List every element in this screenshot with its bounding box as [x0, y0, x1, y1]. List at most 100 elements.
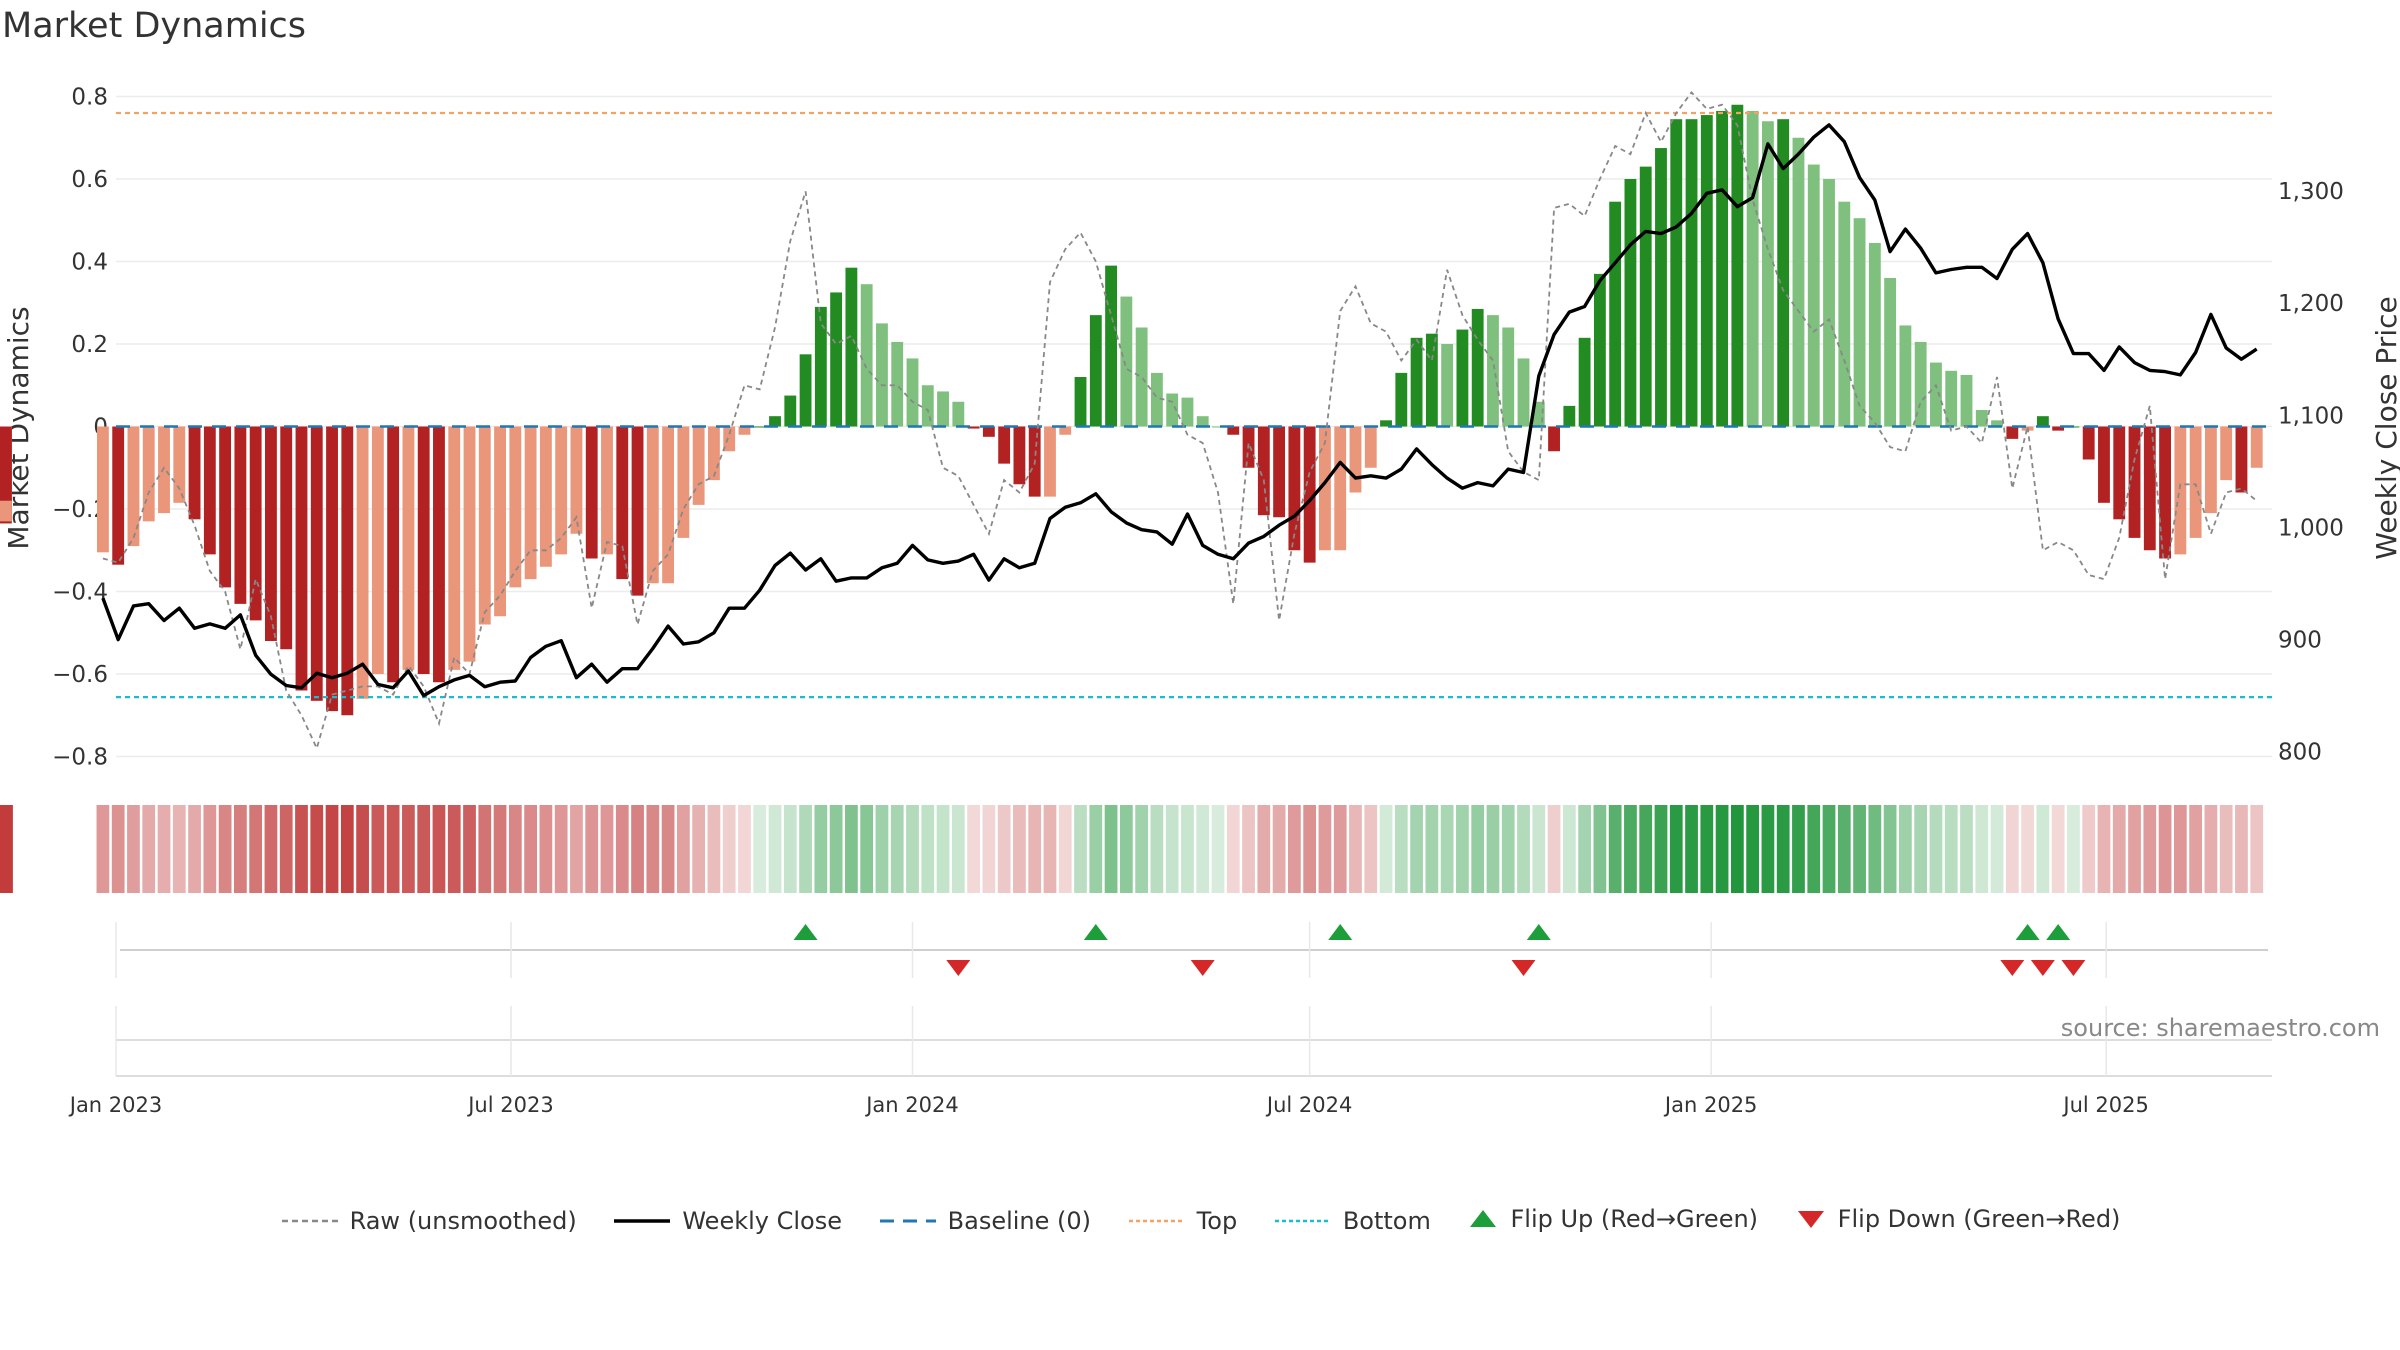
regime-cell	[1272, 805, 1286, 893]
y2-tick-label: 900	[2278, 628, 2322, 654]
dynamics-bar	[1212, 426, 1224, 428]
dotted-cyan-line-icon	[1274, 1219, 1331, 1223]
dynamics-bar	[845, 267, 858, 427]
dynamics-bar	[1502, 327, 1515, 427]
dynamics-bar	[280, 426, 293, 650]
regime-cell	[1165, 805, 1179, 893]
regime-cell	[1990, 805, 2004, 893]
dynamics-bar	[891, 341, 904, 427]
dynamics-bar	[1135, 327, 1148, 427]
legend-label: Flip Down (Green→Red)	[1837, 1205, 2121, 1233]
regime-cell	[0, 805, 13, 893]
y2-tick-label: 1,300	[2278, 179, 2344, 205]
dynamics-bar	[1471, 308, 1484, 427]
dynamics-bar	[1609, 201, 1622, 427]
dynamics-bar	[1273, 426, 1286, 518]
legend-item-close: Weekly Close	[612, 1207, 842, 1235]
regime-cell	[600, 805, 614, 893]
regime-cell	[1211, 805, 1225, 893]
regime-cell	[1471, 805, 1485, 893]
regime-cell	[829, 805, 843, 893]
legend-label: Bottom	[1342, 1207, 1431, 1235]
y-tick-label: 0.2	[71, 332, 108, 358]
dotted-orange-line-icon	[1128, 1219, 1185, 1223]
dynamics-bar	[1807, 164, 1820, 427]
flip-down-marker	[2030, 960, 2055, 976]
regime-cell	[0, 805, 13, 893]
regime-cell	[188, 805, 201, 893]
dynamics-bar	[1364, 426, 1377, 468]
y2-tick-label: 1,000	[2278, 515, 2344, 541]
regime-cell	[2128, 805, 2141, 893]
regime-cell	[172, 805, 186, 893]
y2-tick-label: 1,100	[2278, 403, 2344, 429]
dynamics-bar	[784, 395, 797, 427]
legend-label: Flip Up (Red→Green)	[1510, 1205, 1759, 1233]
regime-cell	[2219, 805, 2233, 893]
dynamics-bar	[921, 385, 934, 427]
regime-cell	[2021, 805, 2034, 893]
regime-cell	[921, 805, 935, 893]
dynamics-bar	[1456, 329, 1469, 427]
flip-down-marker	[1190, 960, 1215, 976]
regime-cell	[402, 805, 415, 893]
regime-cell	[1333, 805, 1347, 893]
regime-cell	[1074, 805, 1087, 893]
regime-cell	[875, 805, 889, 893]
regime-cell	[1119, 805, 1133, 893]
dynamics-bar	[1227, 426, 1240, 435]
regime-cell	[1104, 805, 1118, 893]
regime-cell	[1318, 805, 1332, 893]
dynamics-bar	[203, 426, 216, 555]
dynamics-bar	[1639, 166, 1652, 427]
solid-black-line-icon	[614, 1219, 671, 1223]
regime-cell	[0, 805, 13, 893]
regime-cell	[1944, 805, 1958, 893]
dynamics-bar	[310, 426, 323, 701]
regime-cell	[234, 805, 247, 893]
dynamics-bar	[1563, 405, 1576, 427]
regime-cell	[936, 805, 950, 893]
regime-cell	[1532, 805, 1546, 893]
regime-cell	[1761, 805, 1775, 893]
dynamics-bar	[1319, 426, 1331, 551]
dynamics-bar	[448, 426, 461, 670]
dynamics-bar	[1150, 372, 1163, 427]
regime-cell	[1624, 805, 1637, 893]
dynamics-bar	[1593, 273, 1606, 427]
regime-cell	[814, 805, 828, 893]
regime-cell	[0, 805, 13, 893]
dynamics-bar	[127, 426, 140, 547]
dynamics-bar	[967, 426, 980, 429]
regime-cell	[249, 805, 263, 893]
y2-tick-label: 800	[2278, 740, 2322, 766]
regime-cell	[1242, 805, 1255, 893]
dynamics-bar	[371, 426, 384, 674]
dynamics-bar	[1578, 337, 1591, 427]
regime-cell	[1792, 805, 1805, 893]
regime-cell	[646, 805, 660, 893]
dynamics-bar	[1120, 296, 1133, 427]
legend-item-flip-down: Flip Down (Green→Red)	[1794, 1205, 2121, 1233]
dynamics-bar	[1884, 278, 1897, 427]
dynamics-bar	[1517, 358, 1530, 427]
dynamics-bar	[1044, 426, 1056, 497]
y-tick-label: −0.4	[52, 580, 108, 606]
y-tick-label: 0.6	[71, 167, 108, 193]
regime-cell	[340, 805, 354, 893]
dynamics-bar	[2082, 426, 2095, 460]
x-tick-label: Jan 2025	[1663, 1093, 1758, 1117]
dynamics-bar	[952, 401, 965, 427]
regime-cell	[1960, 805, 1973, 893]
regime-cell	[1914, 805, 1928, 893]
dynamics-bar	[631, 426, 644, 596]
regime-cell	[1853, 805, 1866, 893]
regime-cell	[2112, 805, 2126, 893]
regime-cell	[295, 805, 308, 893]
dynamics-bar	[1441, 344, 1454, 427]
dynamics-bar	[1548, 426, 1560, 452]
dynamics-bar	[0, 426, 12, 501]
regime-cell	[2051, 805, 2065, 893]
dynamics-bar	[906, 358, 919, 427]
regime-cell	[1440, 805, 1454, 893]
